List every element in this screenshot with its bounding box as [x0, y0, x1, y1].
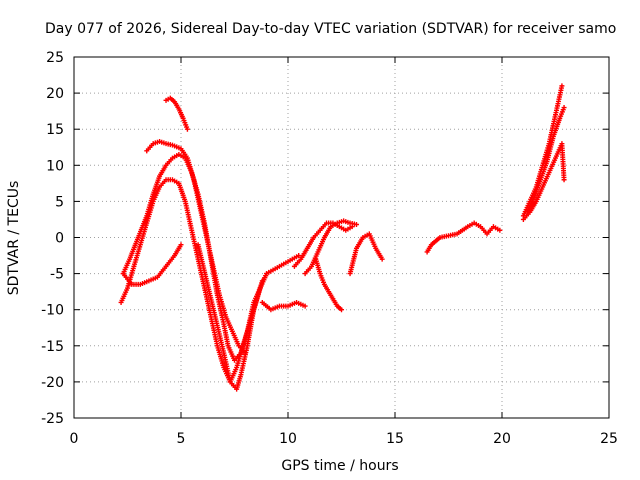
series-track-3: [144, 138, 248, 356]
series-track-4: [163, 95, 190, 132]
y-tick-label: 20: [46, 86, 64, 102]
data-point: [302, 303, 308, 309]
axis-ticks: [73, 56, 610, 419]
x-tick-label: 10: [279, 431, 297, 447]
data-point: [561, 177, 567, 183]
y-tick-label: -10: [41, 303, 64, 319]
x-tick-label: 15: [386, 431, 404, 447]
y-tick-label: 0: [55, 231, 64, 247]
data-point: [353, 222, 359, 228]
series-track-7: [291, 220, 355, 269]
data-point: [339, 307, 344, 313]
gridlines: [74, 57, 609, 418]
x-tick-labels: 0 5 10 15 20 25: [70, 431, 618, 447]
x-tick-label: 25: [600, 431, 618, 447]
x-tick-label: 5: [177, 431, 186, 447]
data-point: [561, 105, 567, 111]
x-axis-title: GPS time / hours: [281, 458, 398, 474]
y-tick-label: 25: [46, 50, 64, 66]
series-track-10: [259, 299, 308, 313]
series-track-5: [120, 242, 184, 287]
y-axis-title: SDTVAR / TECUs: [6, 181, 22, 296]
data-point: [497, 227, 503, 233]
series-track-15: [520, 141, 567, 222]
data-point: [379, 256, 385, 262]
data-point: [184, 126, 190, 132]
y-tick-label: -15: [41, 339, 64, 355]
series-track-9: [313, 256, 344, 313]
data-point: [178, 242, 184, 248]
y-tick-label: 10: [46, 158, 64, 174]
y-tick-label: 5: [55, 194, 64, 210]
data-point: [296, 253, 302, 259]
x-tick-label: 20: [493, 431, 511, 447]
data-point: [559, 83, 565, 89]
y-tick-label: -20: [41, 375, 64, 391]
y-tick-label: 15: [46, 122, 64, 138]
series-track-11: [347, 231, 385, 277]
series-track-12: [424, 220, 503, 255]
series-track-6: [195, 242, 302, 392]
y-tick-label: -5: [50, 267, 64, 283]
y-tick-label: -25: [41, 411, 64, 427]
x-tick-label: 0: [70, 431, 79, 447]
series-track-13: [520, 83, 565, 219]
y-tick-labels: 25 20 15 10 5 0 -5 -10 -15 -20 -25: [41, 50, 64, 427]
data-points: [118, 83, 567, 392]
chart-title: Day 077 of 2026, Sidereal Day-to-day VTE…: [45, 21, 616, 37]
